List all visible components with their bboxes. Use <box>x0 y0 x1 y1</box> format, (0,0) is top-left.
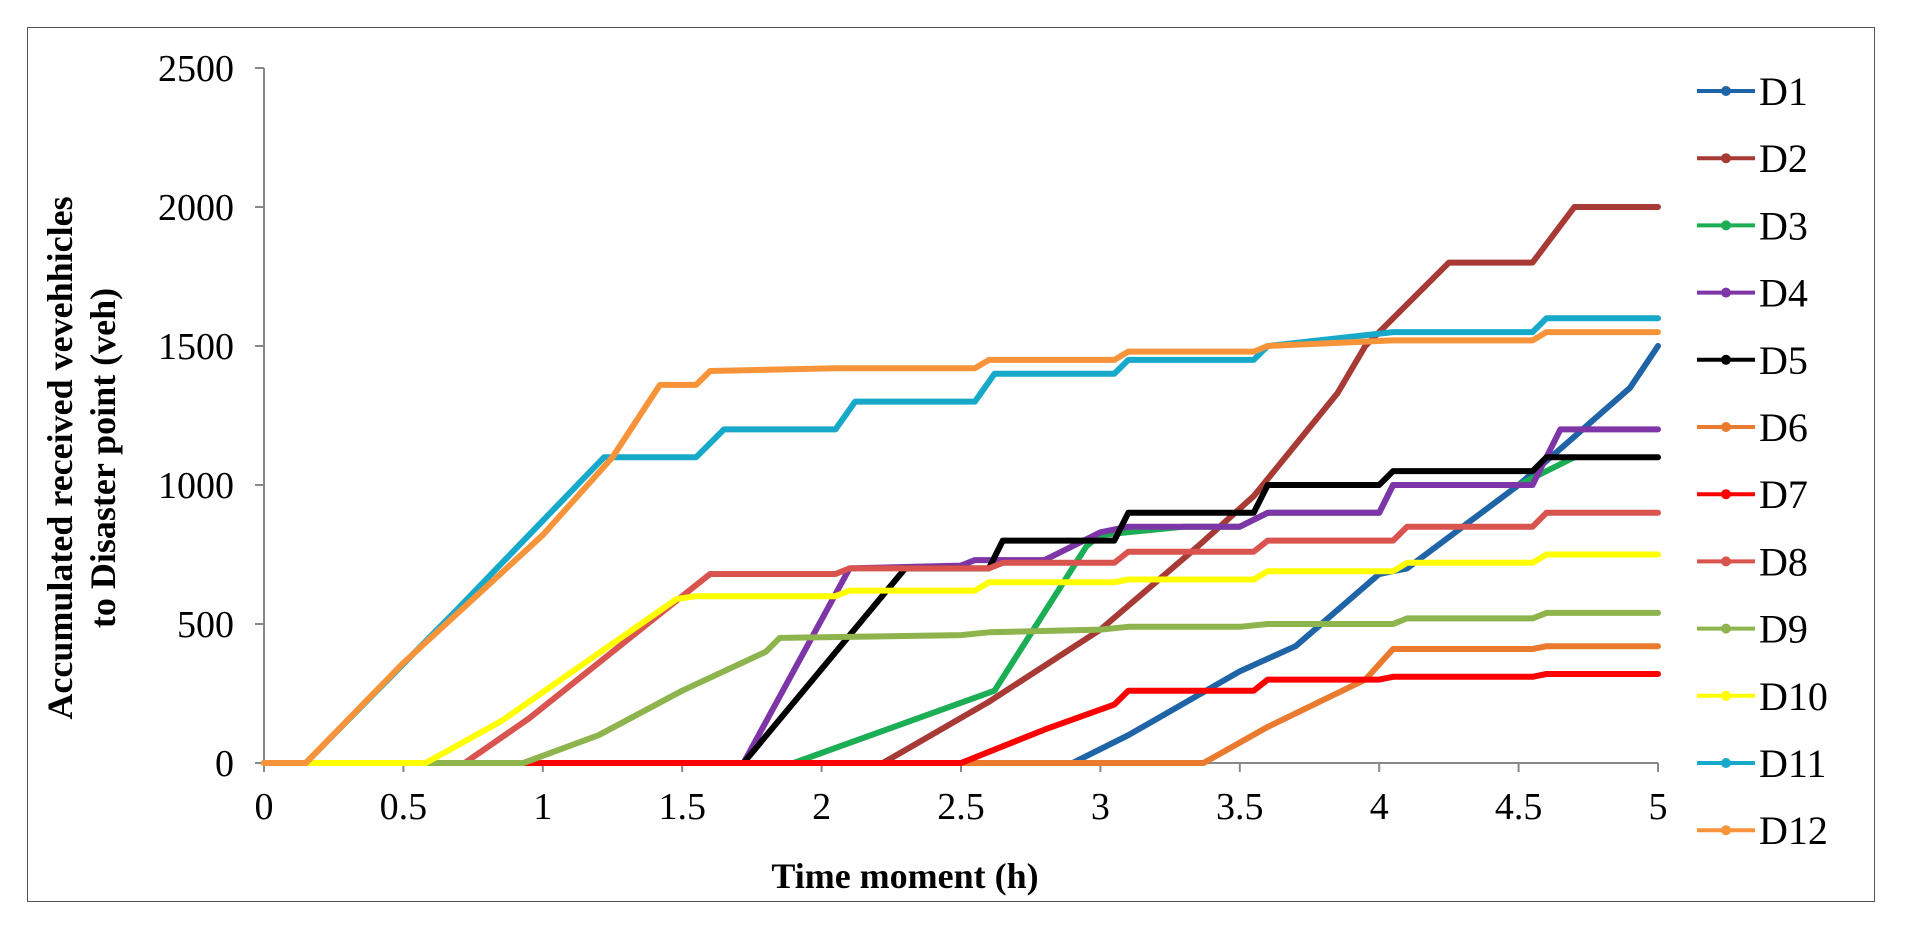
legend-item-d9: D9 <box>1697 607 1808 652</box>
legend-item-d12: D12 <box>1697 808 1828 853</box>
x-tick-label: 0.5 <box>380 786 428 828</box>
legend-label: D1 <box>1759 69 1808 114</box>
tick-marks <box>255 67 1659 772</box>
series-line-d2 <box>261 204 1661 766</box>
legend-label: D6 <box>1759 405 1808 450</box>
legend-marker <box>1721 287 1731 298</box>
series-line-d6 <box>261 643 1661 766</box>
legend-label: D9 <box>1759 607 1808 652</box>
x-tick-label: 0 <box>255 786 274 828</box>
chart-frame <box>27 27 1875 902</box>
legend-item-d11: D11 <box>1697 741 1826 786</box>
series-line-d11 <box>261 315 1661 766</box>
legend-label: D7 <box>1759 472 1808 517</box>
series-lines <box>261 204 1661 766</box>
x-tick-label: 2 <box>812 786 831 828</box>
legend-item-d2: D2 <box>1697 136 1808 181</box>
legend-marker <box>1721 220 1731 231</box>
legend-item-d8: D8 <box>1697 539 1808 584</box>
legend: D1 D2 D3 D4 D5 D6 D7 D8 D9 D10 D11 D12 <box>1697 69 1828 853</box>
legend-marker <box>1721 556 1731 567</box>
legend-item-d10: D10 <box>1697 674 1828 719</box>
legend-item-d3: D3 <box>1697 203 1808 248</box>
legend-item-d5: D5 <box>1697 338 1808 383</box>
x-tick-label: 2.5 <box>937 786 985 828</box>
legend-label: D8 <box>1759 539 1808 584</box>
y-tick-label: 1500 <box>158 326 234 368</box>
series-line-d8 <box>261 509 1661 766</box>
y-tick-label: 2000 <box>158 187 234 229</box>
legend-item-d1: D1 <box>1697 69 1808 114</box>
x-tick-label: 4 <box>1370 786 1389 828</box>
series-line-d7 <box>261 671 1661 766</box>
legend-marker <box>1721 489 1731 500</box>
legend-marker <box>1721 825 1731 836</box>
legend-marker <box>1721 153 1731 164</box>
x-tick-label: 1 <box>533 786 552 828</box>
series-line-d9 <box>261 609 1661 766</box>
axes <box>263 68 1658 764</box>
legend-label: D11 <box>1759 741 1826 786</box>
x-tick-label: 3 <box>1091 786 1110 828</box>
tick-labels: 0 0.5 1 1.5 2 2.5 3 3.5 4 4.5 5 0 500 1000 1500 2000 250… <box>158 48 1668 828</box>
legend-label: D3 <box>1759 203 1808 248</box>
y-axis-title-line1: Accumulated received vevehhicles <box>40 196 80 719</box>
legend-marker <box>1721 86 1731 96</box>
series-line-d10 <box>261 551 1661 766</box>
legend-marker <box>1721 354 1731 365</box>
y-tick-label: 500 <box>177 604 234 646</box>
y-tick-label: 1000 <box>158 465 234 507</box>
legend-marker <box>1721 623 1731 634</box>
x-tick-label: 4.5 <box>1495 786 1543 828</box>
legend-label: D5 <box>1759 338 1808 383</box>
legend-item-d6: D6 <box>1697 405 1808 450</box>
legend-marker <box>1721 758 1731 768</box>
legend-label: D10 <box>1759 674 1828 719</box>
legend-marker <box>1721 422 1731 432</box>
legend-label: D4 <box>1759 271 1808 316</box>
y-tick-label: 2500 <box>158 48 234 90</box>
legend-label: D12 <box>1759 808 1828 853</box>
y-axis-title-line2: to Disaster point (veh) <box>83 288 123 628</box>
legend-label: D2 <box>1759 136 1808 181</box>
legend-marker <box>1721 690 1731 701</box>
y-tick-label: 0 <box>215 743 234 785</box>
x-tick-label: 3.5 <box>1216 786 1264 828</box>
legend-item-d7: D7 <box>1697 472 1808 517</box>
x-tick-label: 1.5 <box>658 786 706 828</box>
legend-item-d4: D4 <box>1697 271 1808 316</box>
x-tick-label: 5 <box>1649 786 1668 828</box>
x-axis-title: Time moment (h) <box>771 856 1038 896</box>
series-line-d12 <box>261 329 1661 766</box>
